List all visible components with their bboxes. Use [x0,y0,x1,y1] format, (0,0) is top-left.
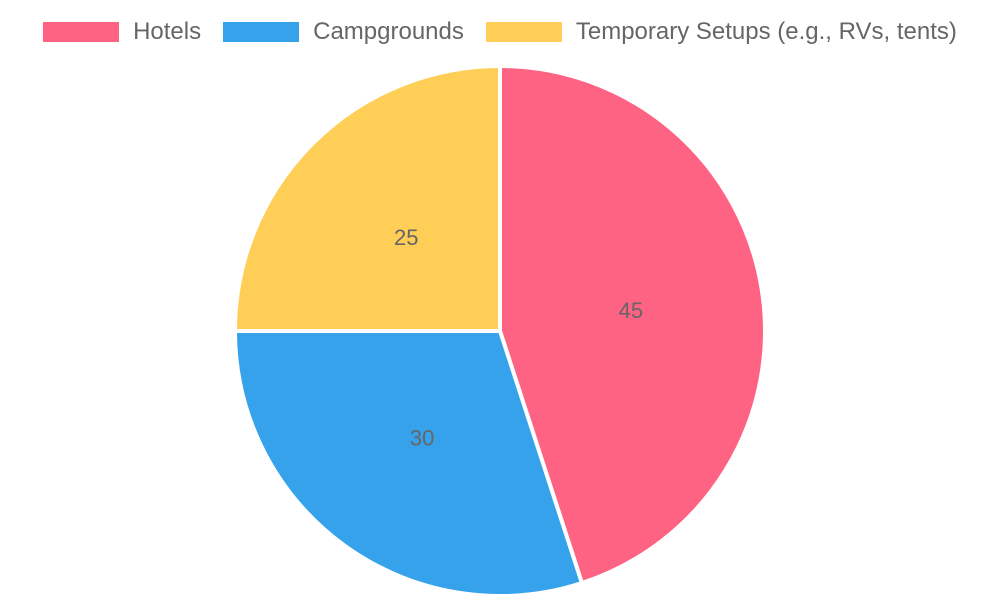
pie-slice-hotels[interactable] [498,64,767,586]
legend-swatch-hotels [43,22,120,42]
legend-swatch-temporary-setups [485,22,562,42]
slice-value-label-hotels: 45 [619,298,643,323]
chart-legend: Hotels Campgrounds Temporary Setups (e.g… [0,16,1000,48]
slice-value-label-campgrounds: 30 [410,426,434,451]
pie-slice-temporary-setups[interactable] [233,64,502,333]
legend-item-hotels[interactable]: Hotels [43,16,201,48]
slice-value-label-temporary-setups: 25 [394,225,418,250]
legend-label-temporary-setups: Temporary Setups (e.g., RVs, tents) [575,18,957,45]
legend-item-campgrounds[interactable]: Campgrounds [223,16,464,48]
legend-swatch-campgrounds [223,22,300,42]
pie-slice-campgrounds[interactable] [233,329,584,598]
legend-label-hotels: Hotels [133,18,202,45]
legend-label-campgrounds: Campgrounds [313,18,464,45]
legend-item-temporary-setups[interactable]: Temporary Setups (e.g., RVs, tents) [485,16,957,48]
